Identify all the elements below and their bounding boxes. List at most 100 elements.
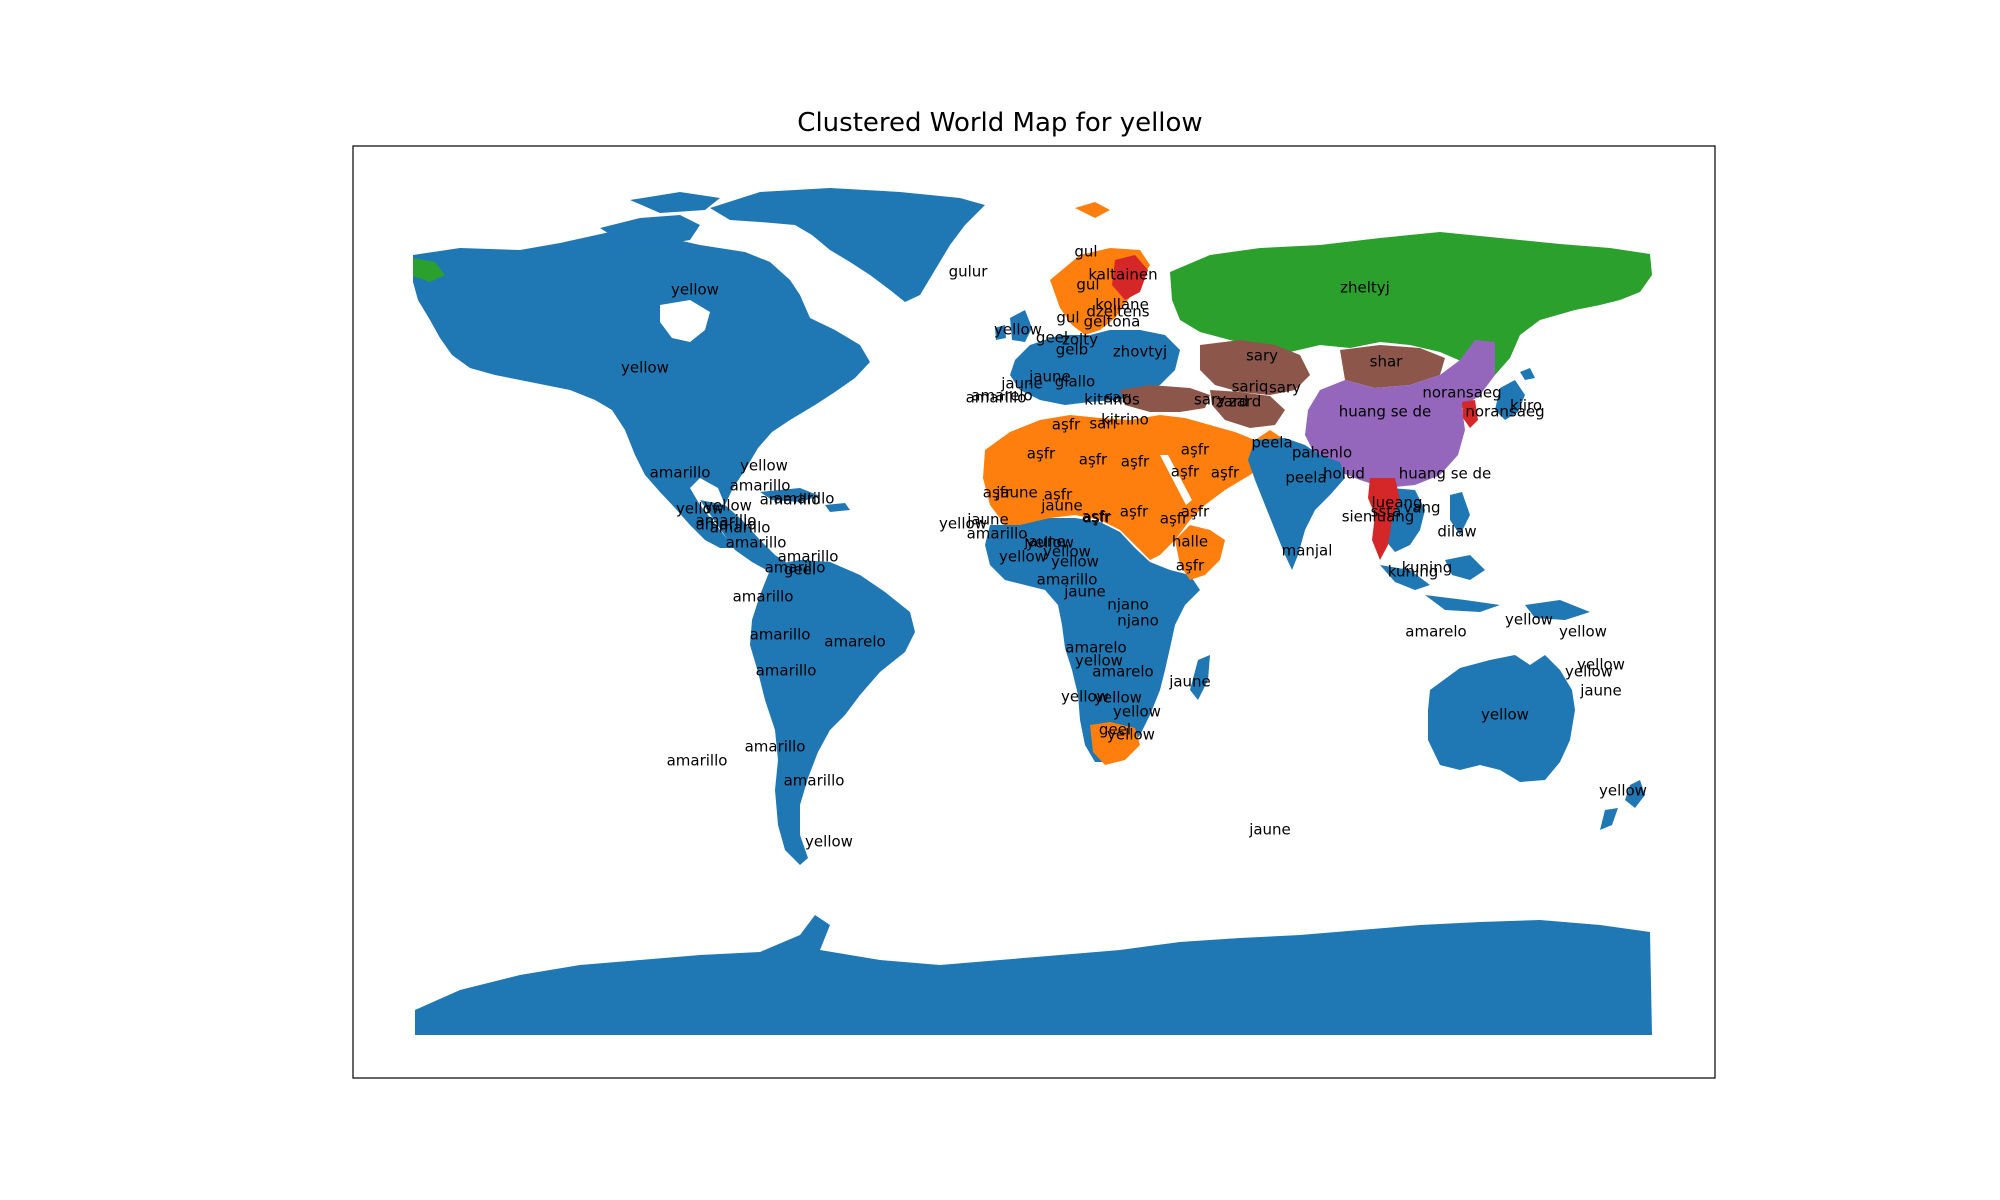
- country-label: aşfr: [1052, 416, 1081, 434]
- country-label: amarillo: [710, 519, 771, 537]
- region-south-america: [750, 560, 915, 865]
- country-label: amarillo: [733, 588, 794, 606]
- country-label: kollane: [1095, 296, 1149, 314]
- country-label: jaune: [966, 511, 1009, 529]
- country-label: giallo: [1055, 373, 1095, 391]
- country-label: jaune: [1023, 533, 1066, 551]
- map-title: Clustered World Map for yellow: [797, 108, 1203, 138]
- country-label: shar: [1370, 353, 1404, 371]
- country-label: amarillo: [730, 477, 791, 495]
- country-label: sary: [1269, 379, 1301, 397]
- country-label: amarillo: [696, 516, 757, 534]
- region-europe: [1010, 330, 1180, 405]
- country-label: amarillo: [756, 662, 817, 680]
- country-label: yellow: [1026, 534, 1074, 552]
- region-madagascar: [1190, 655, 1210, 700]
- region-finland: [1112, 255, 1148, 300]
- country-label: amarelo: [1065, 639, 1126, 657]
- country-label: amarillo: [726, 534, 787, 552]
- region-korea: [1462, 400, 1478, 428]
- country-label: geltona: [1084, 313, 1141, 331]
- region-china: [1305, 340, 1495, 488]
- region-turkey: [1120, 385, 1210, 412]
- country-label: yellow: [1094, 689, 1142, 707]
- country-label: aşfr: [1083, 509, 1112, 527]
- region-australia: [1428, 655, 1575, 782]
- region-myanmar-thailand: [1368, 478, 1400, 560]
- region-india: [1248, 438, 1345, 570]
- country-label: yellow: [1565, 663, 1613, 681]
- region-north-africa-middle-east: [983, 415, 1285, 560]
- region-kazakhstan: [1200, 340, 1310, 395]
- country-label: huang se de: [1399, 465, 1492, 483]
- country-label: sienluang: [1342, 508, 1415, 526]
- region-africa: [985, 518, 1200, 762]
- country-label: sarı: [1104, 389, 1131, 407]
- region-hudson-bay: [660, 300, 710, 342]
- country-label: aşfr: [1121, 453, 1150, 471]
- country-label: amarillo: [760, 491, 821, 509]
- country-label: yellow: [1051, 553, 1099, 571]
- country-label: amarillo: [765, 559, 826, 577]
- country-label: zheltyj: [1340, 279, 1390, 297]
- country-label: aşfr: [1044, 486, 1073, 504]
- country-label: sarı: [1089, 415, 1116, 433]
- country-label: yellow: [999, 548, 1047, 566]
- country-label: kuning: [1388, 563, 1438, 581]
- country-label: aşfr: [1027, 445, 1056, 463]
- country-label: yellow: [676, 500, 724, 518]
- country-label: gul: [1056, 309, 1079, 327]
- country-label: kaltainen: [1088, 266, 1157, 284]
- region-caribbean: [760, 488, 850, 512]
- country-label: amarillo: [745, 738, 806, 756]
- country-label: aşfr: [1211, 464, 1240, 482]
- country-label: amarelo: [824, 633, 885, 651]
- country-label: jaune: [1168, 673, 1211, 691]
- region-greenland: [710, 188, 985, 302]
- country-label: aşfr: [1171, 463, 1200, 481]
- country-label: amarillo: [778, 548, 839, 566]
- country-label: jaune: [1063, 583, 1106, 601]
- country-label: yellow: [1107, 726, 1155, 744]
- country-label: amarelo: [971, 387, 1032, 405]
- country-label: amarelo: [1405, 623, 1466, 641]
- country-label: geel: [1036, 329, 1068, 347]
- country-label: amarillo: [966, 389, 1027, 407]
- country-label: amarillo: [650, 464, 711, 482]
- country-label: aşfr: [1181, 503, 1210, 521]
- country-label: sary: [1194, 391, 1226, 409]
- country-label: vang: [1403, 499, 1440, 517]
- country-label: halle: [1172, 533, 1208, 551]
- country-label: amarelo: [1092, 663, 1153, 681]
- country-label: amarillo: [1037, 571, 1098, 589]
- region-south-africa: [1090, 722, 1140, 765]
- country-label: aşfr: [1082, 508, 1111, 526]
- country-label: jaune: [995, 484, 1038, 502]
- country-label: kiiro: [1510, 397, 1542, 415]
- country-label: peela: [1285, 469, 1326, 487]
- country-label: amarillo: [784, 772, 845, 790]
- country-label: gulur: [949, 263, 989, 281]
- country-label: peela: [1251, 434, 1292, 452]
- country-label: yellow: [1075, 652, 1123, 670]
- country-label: ssta: [1371, 503, 1402, 521]
- country-label: sariq: [1232, 378, 1269, 396]
- country-label: aşfr: [1181, 441, 1210, 459]
- country-label: yellow: [1599, 782, 1647, 800]
- country-label: jaune: [1579, 682, 1622, 700]
- country-label: yellow: [621, 359, 669, 377]
- country-label: yellow: [671, 281, 719, 299]
- region-horn-of-africa: [1175, 525, 1225, 580]
- country-label: amarillo: [967, 525, 1028, 543]
- country-label: jaune: [1040, 497, 1083, 515]
- country-label: noransaeg: [1465, 403, 1544, 421]
- country-label: aşfr: [983, 484, 1012, 502]
- country-label: holud: [1323, 465, 1365, 483]
- country-label: zhovtyj: [1113, 343, 1167, 361]
- country-label: jaune: [1028, 368, 1071, 386]
- country-label: aşfr: [1079, 451, 1108, 469]
- country-label: njano: [1107, 596, 1149, 614]
- country-label: jaune: [1000, 375, 1043, 393]
